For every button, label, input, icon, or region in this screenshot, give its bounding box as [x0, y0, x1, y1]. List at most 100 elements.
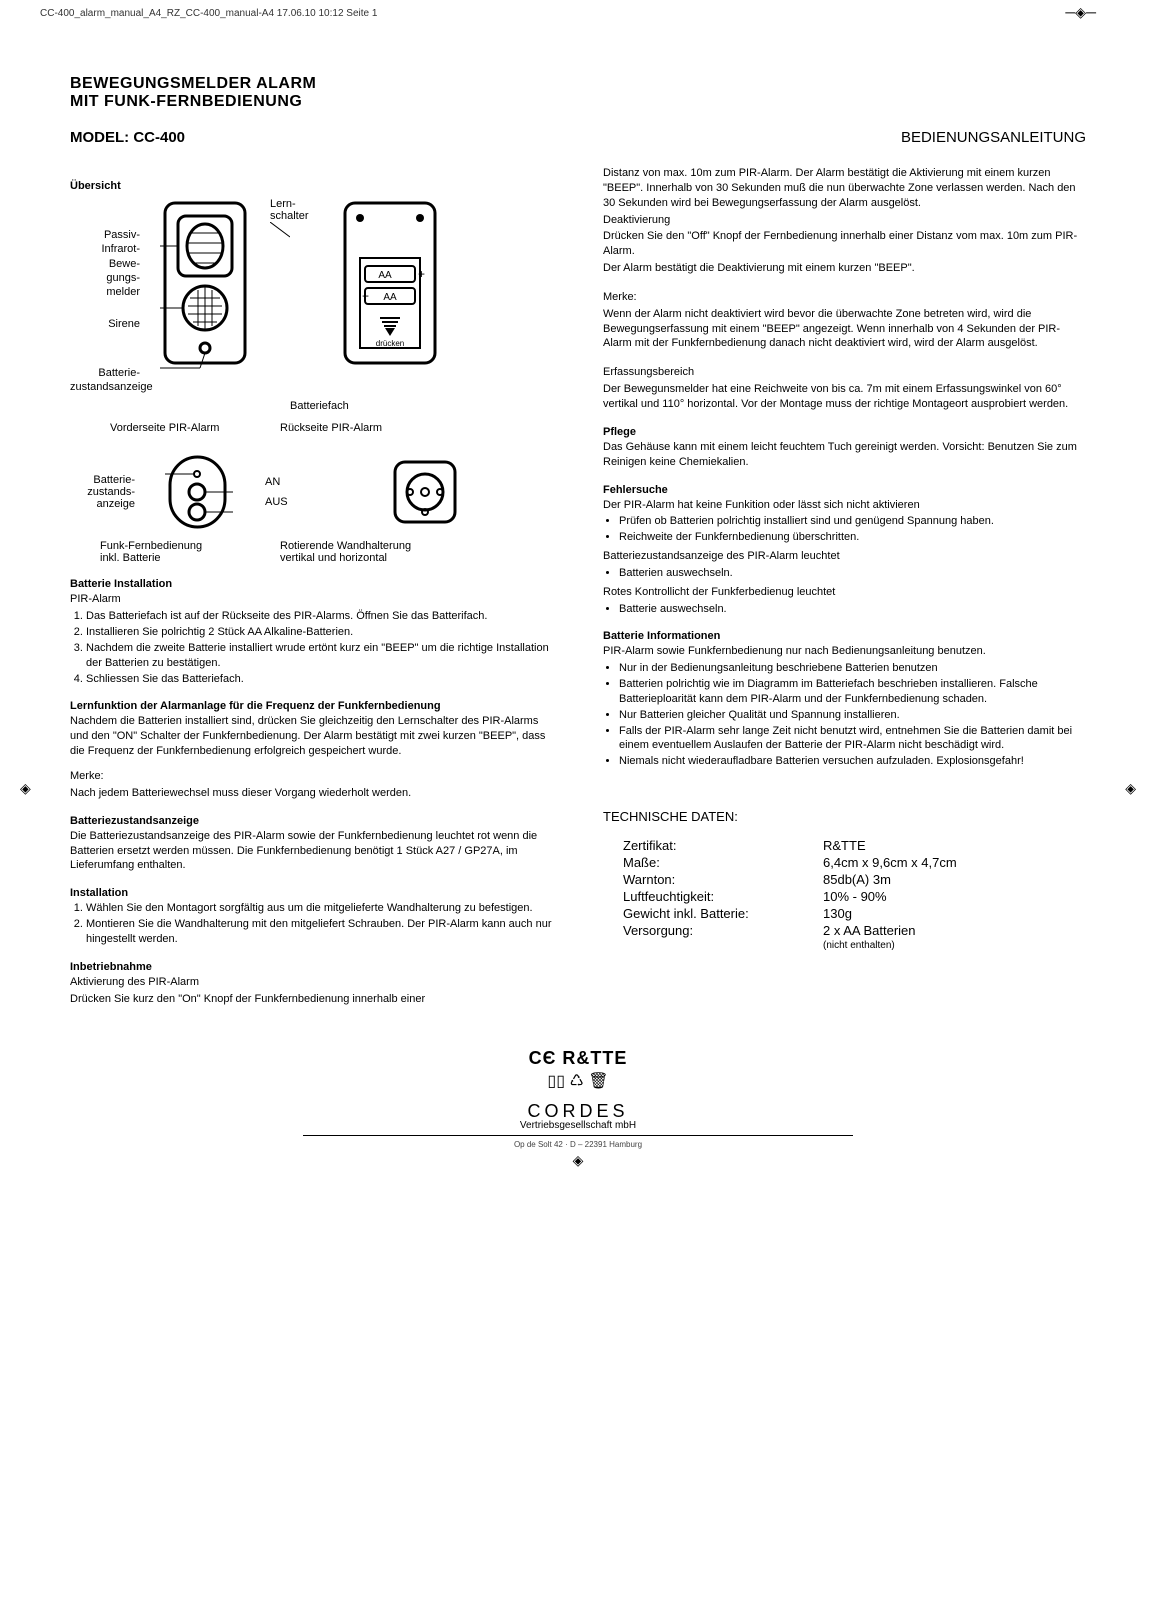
tech-value: 2 x AA Batterien — [823, 923, 1086, 938]
merke-body: Wenn der Alarm nicht deaktiviert wird be… — [603, 307, 1086, 352]
ce-mark: CЄ R&TTE — [70, 1048, 1086, 1069]
battery-install-list: Das Batteriefach ist auf der Rückseite d… — [70, 609, 553, 686]
fehler-title: Fehlersuche — [603, 484, 1086, 496]
document-type: BEDIENUNGSANLEITUNG — [901, 129, 1086, 146]
overview-title: Übersicht — [70, 180, 553, 192]
list-item: Nachdem die zweite Batterie installiert … — [86, 641, 553, 671]
tech-label: Maße: — [623, 855, 823, 870]
tech-label: Versorgung: — [623, 923, 823, 938]
tech-label: Luftfeuchtigkeit: — [623, 889, 823, 904]
list-item: Wählen Sie den Montagort sorgfältig aus … — [86, 901, 553, 916]
list-item: Das Batteriefach ist auf der Rückseite d… — [86, 609, 553, 624]
remote-icon — [165, 452, 235, 532]
tech-value: 85db(A) 3m — [823, 872, 1086, 887]
front-labels: Passiv- Infrarot- Bewe- gungs- melder Si… — [70, 198, 140, 394]
svg-text:AA: AA — [378, 270, 392, 281]
crop-mark-icon: ◈ — [573, 1152, 584, 1169]
merke-label: Merke: — [603, 290, 1086, 305]
startup-body: Drücken Sie kurz den "On" Knopf der Funk… — [70, 992, 553, 1007]
list-item: Reichweite der Funkfernbedienung übersch… — [619, 530, 1086, 545]
cont-body: Distanz von max. 10m zum PIR-Alarm. Der … — [603, 166, 1086, 211]
batteriefach-label: Batteriefach — [290, 400, 380, 412]
aus-label: AUS — [265, 496, 295, 508]
title-line1: BEWEGUNGSMELDER ALARM — [70, 75, 316, 92]
crop-mark-icon: ◈ — [1125, 780, 1136, 797]
main-title: BEWEGUNGSMELDER ALARM MIT FUNK-FERNBEDIE… — [70, 75, 1086, 111]
tech-table: Zertifikat:R&TTE Maße:6,4cm x 9,6cm x 4,… — [623, 838, 1086, 951]
list-item: Nur Batterien gleicher Qualität und Span… — [619, 708, 1086, 723]
fehler-line: Rotes Kontrollicht der Funkferbedienug l… — [603, 585, 1086, 600]
list-item: Montieren Sie die Wandhalterung mit den … — [86, 917, 553, 947]
list-item: Niemals nicht wiederaufladbare Batterien… — [619, 754, 1086, 769]
print-header: CC-400_alarm_manual_A4_RZ_CC-400_manual-… — [40, 8, 377, 19]
install-list: Wählen Sie den Montagort sorgfältig aus … — [70, 901, 553, 947]
merke-label: Merke: — [70, 769, 553, 784]
an-label: AN — [265, 476, 295, 488]
svg-text:+: + — [418, 267, 425, 281]
deakt-body2: Der Alarm bestätigt die Deaktivierung mi… — [603, 261, 1086, 276]
mount-caption: Rotierende Wandhalterung vertikal und ho… — [280, 540, 460, 564]
footer: CЄ R&TTE ▯▯ ♺ 🗑 CORDES Vertriebsgesellsc… — [70, 1048, 1086, 1149]
list-item: Batterien polrichtig wie im Diagramm im … — [619, 677, 1086, 707]
bin-icon: 🗑 — [588, 1073, 608, 1090]
book-icon: ▯▯ — [547, 1073, 565, 1090]
lernschalter-label: Lern- schalter — [270, 198, 320, 242]
battstate-body: Die Batteriezustandsanzeige des PIR-Alar… — [70, 829, 553, 874]
list-item: Schliessen Sie das Batteriefach. — [86, 672, 553, 687]
battstate-title: Batteriezustandsanzeige — [70, 815, 553, 827]
brand-addr: Op de Solt 42 · D – 22391 Hamburg — [70, 1140, 1086, 1149]
binfo-title: Batterie Informationen — [603, 630, 1086, 642]
svg-text:drücken: drücken — [376, 339, 404, 348]
crop-mark-icon: ◈ — [20, 780, 31, 797]
tech-note: (nicht enthalten) — [823, 940, 1086, 951]
merke-body: Nach jedem Batteriewechsel muss dieser V… — [70, 786, 553, 801]
model-label: MODEL: CC-400 — [70, 129, 185, 146]
tech-value: R&TTE — [823, 838, 1086, 853]
fehler-list: Batterie auswechseln. — [603, 602, 1086, 617]
title-line2: MIT FUNK-FERNBEDIENUNG — [70, 93, 302, 110]
tech-value: 10% - 90% — [823, 889, 1086, 904]
fehler-line: Der PIR-Alarm hat keine Funkition oder l… — [603, 498, 1086, 513]
learn-title: Lernfunktion der Alarmanlage für die Fre… — [70, 700, 553, 712]
fehler-list: Batterien auswechseln. — [603, 566, 1086, 581]
crop-mark-icon: ─◈─ — [1065, 4, 1096, 21]
remote-battery-label: Batterie- zustands- anzeige — [70, 474, 135, 510]
battery-install-sub: PIR-Alarm — [70, 592, 553, 607]
tech-title: TECHNISCHE DATEN: — [603, 809, 1086, 824]
recycle-icon: ♺ — [569, 1073, 583, 1090]
tech-value: 6,4cm x 9,6cm x 4,7cm — [823, 855, 1086, 870]
list-item: Batterien auswechseln. — [619, 566, 1086, 581]
learn-body: Nachdem die Batterien installiert sind, … — [70, 714, 553, 759]
install-title: Installation — [70, 887, 553, 899]
remote-caption: Funk-Fernbedienung inkl. Batterie — [100, 540, 280, 564]
startup-title: Inbetriebnahme — [70, 961, 553, 973]
fehler-list: Prüfen ob Batterien polrichtig installie… — [603, 514, 1086, 545]
list-item: Batterie auswechseln. — [619, 602, 1086, 617]
front-device-icon — [160, 198, 250, 388]
startup-sub: Aktivierung des PIR-Alarm — [70, 975, 553, 990]
list-item: Installieren Sie polrichtig 2 Stück AA A… — [86, 625, 553, 640]
list-item: Falls der PIR-Alarm sehr lange Zeit nich… — [619, 724, 1086, 754]
left-column: Übersicht Passiv- Infrarot- Bewe- gungs-… — [70, 166, 553, 1008]
pflege-title: Pflege — [603, 426, 1086, 438]
battery-compartment-label: x — [140, 400, 290, 412]
binfo-sub: PIR-Alarm sowie Funkfernbedienung nur na… — [603, 644, 1086, 659]
list-item: Prüfen ob Batterien polrichtig installie… — [619, 514, 1086, 529]
wallmount-icon — [385, 452, 465, 532]
brand-sub: Vertriebsgesellschaft mbH — [70, 1120, 1086, 1131]
pflege-body: Das Gehäuse kann mit einem leicht feucht… — [603, 440, 1086, 470]
list-item: Nur in der Bedienungsanleitung beschrieb… — [619, 661, 1086, 676]
battery-state-label: Batterie- zustandsanzeige — [70, 366, 140, 395]
brand-name: CORDES — [70, 1101, 1086, 1122]
pir-label: Passiv- Infrarot- Bewe- gungs- melder — [70, 228, 140, 299]
front-caption: Vorderseite PIR-Alarm — [110, 422, 280, 434]
deakt-sub: Deaktivierung — [603, 213, 1086, 228]
sirene-label: Sirene — [70, 317, 140, 331]
battery-install-title: Batterie Installation — [70, 578, 553, 590]
erf-sub: Erfassungsbereich — [603, 365, 1086, 380]
tech-label: Warnton: — [623, 872, 823, 887]
back-device-icon: AA + + AA drücken — [340, 198, 440, 388]
binfo-list: Nur in der Bedienungsanleitung beschrieb… — [603, 661, 1086, 769]
fehler-line: Batteriezustandsanzeige des PIR-Alarm le… — [603, 549, 1086, 564]
tech-label: Gewicht inkl. Batterie: — [623, 906, 823, 921]
